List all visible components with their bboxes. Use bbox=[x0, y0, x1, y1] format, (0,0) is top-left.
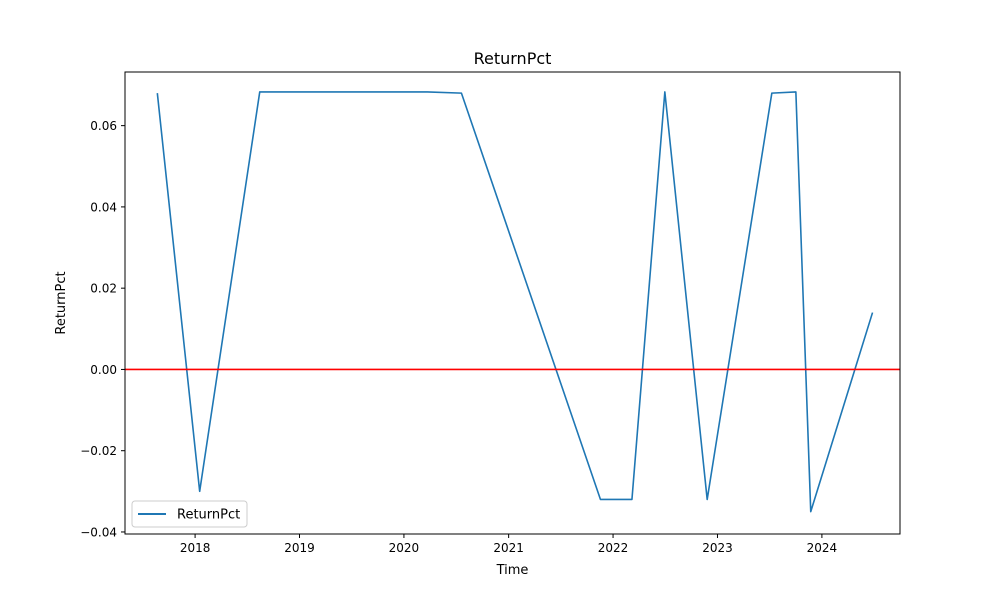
y-axis-label: ReturnPct bbox=[54, 271, 69, 334]
y-tick-label: 0.00 bbox=[90, 363, 117, 377]
legend-box bbox=[131, 500, 248, 528]
x-tick-label: 2021 bbox=[493, 541, 524, 555]
y-axis-ticks: −0.04 −0.02 0.00 0.02 0.04 0.06 bbox=[80, 119, 125, 539]
plot-frame bbox=[124, 71, 901, 535]
x-tick-label: 2022 bbox=[598, 541, 629, 555]
y-tick-label: 0.06 bbox=[90, 119, 117, 133]
x-tick-label: 2019 bbox=[284, 541, 315, 555]
x-tick-label: 2018 bbox=[180, 541, 211, 555]
chart-title: ReturnPct bbox=[474, 49, 552, 68]
x-tick-label: 2023 bbox=[702, 541, 733, 555]
y-tick-label: −0.02 bbox=[80, 444, 117, 458]
legend: ReturnPct bbox=[131, 500, 248, 528]
legend-label: ReturnPct bbox=[177, 508, 240, 523]
y-tick-label: 0.04 bbox=[90, 200, 117, 214]
x-axis-ticks: 2018 2019 2020 2021 2022 2023 2024 bbox=[180, 534, 837, 555]
y-tick-label: 0.02 bbox=[90, 282, 117, 296]
y-tick-label: −0.04 bbox=[80, 525, 117, 539]
x-tick-label: 2024 bbox=[807, 541, 838, 555]
x-tick-label: 2020 bbox=[389, 541, 420, 555]
x-axis-label: Time bbox=[496, 563, 529, 578]
